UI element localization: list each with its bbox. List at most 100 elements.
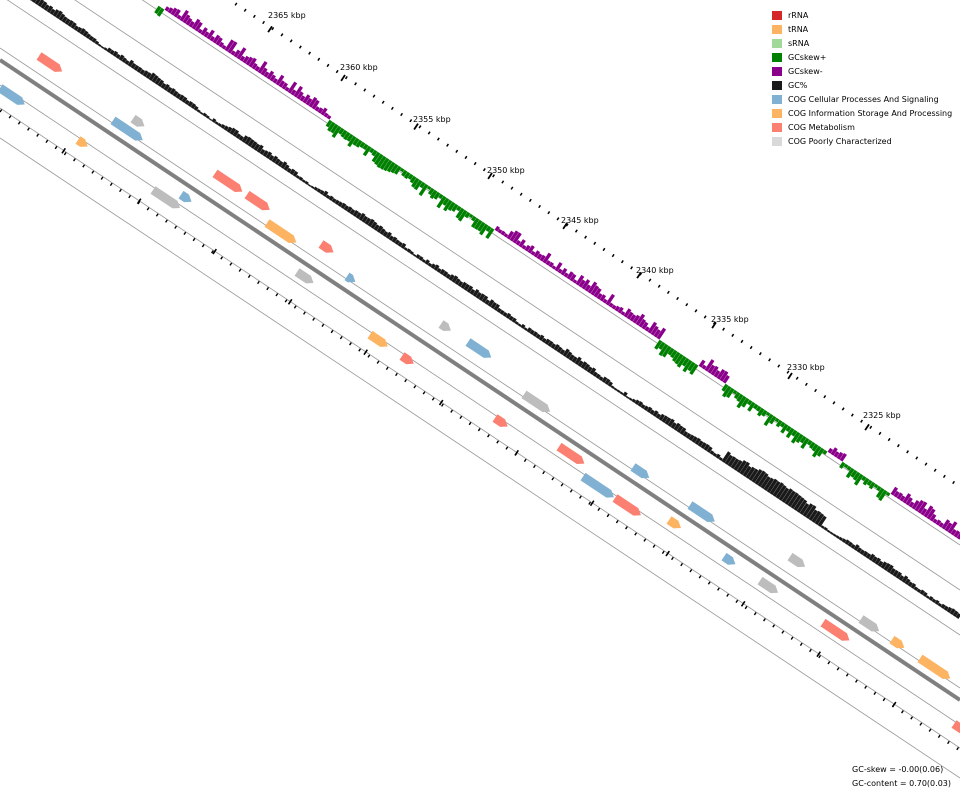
gc-content-bar <box>49 8 56 15</box>
gc-content-bar <box>814 513 825 525</box>
gc-content-bar <box>82 30 89 37</box>
gc-skew-positive-bar <box>809 441 816 449</box>
gc-content-bar <box>193 105 199 111</box>
tick-label: 2350 kbp <box>487 166 525 175</box>
gc-content-bar <box>196 109 201 113</box>
minor-tick-mark <box>827 661 831 665</box>
gc-skew-positive-bar <box>386 161 396 173</box>
gc-skew-positive-bar <box>839 461 846 469</box>
gc-content-bar <box>820 525 825 529</box>
gc-content-bar <box>946 606 953 613</box>
minor-tick-mark <box>354 82 358 86</box>
gc-content-bar <box>877 560 884 567</box>
gc-content-bar <box>604 378 611 385</box>
gc-content-bar <box>319 189 325 195</box>
minor-tick-mark <box>100 176 104 180</box>
minor-tick-mark <box>652 544 656 548</box>
gc-content-bar <box>910 583 917 589</box>
minor-tick-mark <box>284 299 288 303</box>
gc-content-bar <box>169 88 176 95</box>
legend-label: GCskew- <box>788 66 823 76</box>
gc-skew-positive-bar <box>411 177 420 188</box>
gc-skew-negative-bar <box>545 260 551 266</box>
gc-content-bar <box>256 144 264 153</box>
gc-skew-negative-bar <box>710 365 719 376</box>
gc-content-bar <box>175 92 182 99</box>
cds-arrow-cellular <box>344 272 356 283</box>
major-tick-mark <box>787 372 793 380</box>
major-tick-mark <box>864 423 870 431</box>
minor-tick-mark <box>593 241 597 245</box>
gc-skew-positive-bar <box>761 409 768 417</box>
gc-content-bar <box>553 343 560 351</box>
gc-content-bar <box>349 208 356 215</box>
gc-content-bar <box>856 547 862 553</box>
gc-skew-positive-bar <box>667 347 675 356</box>
gc-content-bar <box>487 299 495 307</box>
gc-skew-negative-bar <box>269 74 276 82</box>
gc-content-bar <box>61 16 68 23</box>
gc-content-bar <box>67 19 74 27</box>
gc-skew-positive-bar <box>451 203 459 213</box>
major-tick-mark <box>267 25 273 33</box>
minor-tick-mark <box>836 667 840 671</box>
gc-skew-negative-bar <box>524 244 531 252</box>
legend-label: sRNA <box>788 38 810 48</box>
gc-content-bar <box>769 480 781 495</box>
gc-content-bar <box>268 154 275 161</box>
minor-tick-mark <box>155 213 159 217</box>
minor-tick-mark <box>873 691 877 696</box>
cds-arrow-metabolism <box>612 494 641 516</box>
tick-label: 2325 kbp <box>863 411 901 420</box>
gc-content-bar <box>676 425 684 433</box>
gc-content-bar <box>337 201 343 207</box>
gc-content-bar <box>667 418 675 427</box>
minor-tick-mark <box>845 673 849 677</box>
major-tick-track <box>234 2 956 485</box>
cds-arrow-information <box>889 635 905 649</box>
major-tick-mark <box>413 123 419 130</box>
gc-skew-negative-bar <box>656 327 667 340</box>
gc-content-bar <box>898 575 905 581</box>
gc-skew-negative-bar <box>533 250 541 258</box>
gc-skew-negative-bar <box>212 34 221 44</box>
gc-content-bar <box>655 413 661 419</box>
gc-skew-negative-bar <box>527 245 535 254</box>
gc-content-bar <box>316 188 322 193</box>
gc-content-bar <box>430 263 436 269</box>
minor-tick-mark <box>740 339 744 344</box>
minor-tick-mark <box>841 407 845 411</box>
gc-content-bar <box>229 127 237 135</box>
minor-tick-mark <box>781 630 785 634</box>
gc-content-bar <box>496 307 502 313</box>
gc-skew-negative-bar <box>614 305 621 312</box>
gc-content-bar <box>643 405 649 411</box>
gc-content-bar <box>544 338 551 345</box>
minor-tick-mark <box>229 262 233 266</box>
gc-content-bar <box>574 356 582 365</box>
minor-tick-mark <box>707 581 711 585</box>
gc-skew-negative-bar <box>644 326 650 332</box>
gc-skew-positive-bar <box>765 411 771 417</box>
cds-arrow-cellular <box>465 338 492 358</box>
minor-tick-mark <box>744 605 748 610</box>
minor-tick-mark <box>634 532 638 536</box>
gc-content-bar <box>610 385 615 389</box>
gc-content-bar <box>424 259 430 265</box>
gc-content-bar <box>112 50 119 57</box>
gc-content-bar <box>865 552 872 559</box>
minor-tick-mark <box>468 421 472 426</box>
gc-skew-negative-bar <box>311 99 320 110</box>
minor-tick-mark <box>183 231 187 236</box>
gc-content-bar <box>286 167 292 173</box>
cds-arrow-cellular <box>630 463 650 479</box>
legend-swatch <box>772 136 782 146</box>
gc-content-bar <box>739 461 750 475</box>
minor-tick-mark <box>560 483 564 487</box>
minor-tick-mark <box>772 624 776 628</box>
gc-skew-negative-bar <box>575 274 585 286</box>
gc-content-bar <box>322 190 329 197</box>
gc-content-bar <box>181 96 188 103</box>
gc-content-track <box>30 0 960 619</box>
gc-skew-negative-bar <box>548 261 554 268</box>
